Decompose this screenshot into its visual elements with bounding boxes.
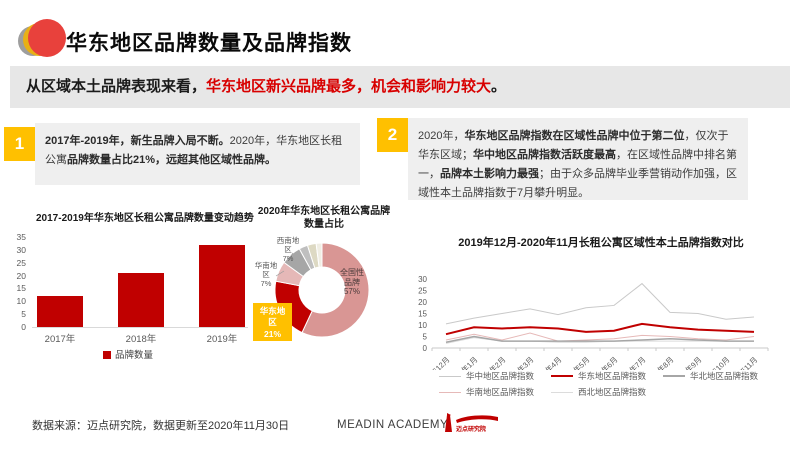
line-x-label: 2020年4月 (531, 354, 563, 370)
donut-chart-svg (274, 242, 370, 338)
note-1-text: 2017年-2019年，新生品牌入局不断。2020年，华东地区长租公寓品牌数量占… (35, 123, 360, 185)
pie-slice-全国性品牌 (301, 242, 370, 338)
bar-2018年 (118, 273, 164, 327)
line-y-tick: 30 (418, 275, 427, 284)
line-x-label: 2020年3月 (503, 354, 535, 370)
svg-text:迈点研究院: 迈点研究院 (456, 425, 486, 433)
line-y-tick: 5 (423, 333, 428, 342)
bar-x-label: 2017年 (44, 334, 76, 345)
bar-x-label: 2019年 (206, 334, 238, 345)
key-message-end: 。 (491, 78, 507, 95)
legend-item-华中地区品牌指数: 华中地区品牌指数 (439, 370, 551, 382)
meadin-logo-icon: 迈点研究院 (445, 413, 498, 433)
legend-line-icon (663, 375, 685, 377)
line-y-tick: 15 (418, 310, 427, 319)
legend-line-icon (439, 391, 461, 393)
line-x-label: 2020年1月 (447, 354, 479, 370)
legend-label: 华中地区品牌指数 (466, 371, 535, 381)
series-line-华南地区品牌指数 (445, 332, 755, 342)
pie-chart-title: 2020年华东地区长租公寓品牌数量占比 (257, 206, 391, 230)
pie-leader-huanan (275, 270, 285, 277)
circle-red-icon (28, 19, 66, 57)
key-message-red: 华东地区新兴品牌最多，机会和影响力较大 (206, 78, 492, 95)
bar-y-tick: 10 (16, 296, 26, 307)
bar-chart-axis-line (32, 327, 248, 328)
pie-label-national: 全国性 品牌 57% (340, 268, 364, 297)
pie-label-huanan: 华南地区 7% (254, 261, 278, 288)
line-chart: 2019年12月-2020年11月长租公寓区域性本土品牌指数对比 0 5 10 15 2… (405, 228, 797, 408)
note-2-segment: 华中地区品牌指数活跃度最高 (473, 148, 616, 161)
note-2-text: 2020年，华东地区品牌指数在区域性品牌中位于第二位，仅次于华东区域；华中地区品… (408, 118, 748, 200)
line-y-tick: 20 (418, 298, 427, 307)
bar-y-tick: 20 (16, 270, 26, 281)
pie-label-huadong-highlight: 华东地区 21% (253, 303, 292, 341)
note-2-segment: ，仅次于华东区域； (418, 130, 729, 161)
line-y-tick: 0 (423, 344, 428, 353)
line-y-tick: 25 (418, 287, 427, 296)
note-2-number: 2 (377, 118, 408, 152)
line-y-tick: 10 (418, 321, 427, 330)
bar-y-tick: 15 (16, 283, 26, 294)
note-2-segment: 2020年， (418, 130, 465, 142)
pie-slice-other (315, 242, 323, 268)
bar-chart-legend: 品牌数量 (8, 347, 248, 361)
legend-item-华东地区品牌指数: 华东地区品牌指数 (551, 370, 663, 382)
data-source-note: 数据来源：迈点研究院，数据更新至2020年11月30日 (32, 420, 290, 432)
key-message-bar: 从区域本土品牌表现来看，华东地区新兴品牌最多，机会和影响力较大。 (10, 66, 790, 108)
legend-line-icon (551, 375, 573, 377)
note-1-segment: 2020年，华东地区长租公寓 (45, 135, 343, 166)
line-x-label: 2020年5月 (559, 354, 591, 370)
bar-y-tick: 5 (21, 309, 26, 320)
bar-chart-title: 2017-2019年华东地区长租公寓品牌数量变动趋势 (36, 213, 254, 224)
bar-y-tick: 30 (16, 244, 26, 255)
bar-y-tick: 35 (16, 232, 26, 242)
line-x-label: 2019年12月 (416, 354, 451, 370)
pie-chart: 2020年华东地区长租公寓品牌数量占比 西南地区 7% 华南地区 7% 华东地区 21… (248, 204, 400, 372)
legend-item-华南地区品牌指数: 华南地区品牌指数 (439, 386, 551, 398)
legend-item-华北地区品牌指数: 华北地区品牌指数 (663, 370, 775, 382)
pie-leader-xinan (287, 252, 294, 261)
legend-label: 华北地区品牌指数 (690, 371, 759, 381)
series-line-华北地区品牌指数 (445, 335, 754, 343)
bar-x-label: 2018年 (125, 334, 157, 345)
line-chart-legend: 华中地区品牌指数 华东地区品牌指数 华北地区品牌指数华南地区品牌指数 西北地区品牌指数 (439, 370, 775, 398)
line-chart-svg: 0 5 10 15 20 25 30 2019年12月2020年1月2020年2月2020年3… (416, 275, 769, 370)
bar-legend-label: 品牌数量 (114, 350, 153, 361)
line-x-label: 2020年9月 (671, 354, 703, 370)
legend-line-icon (439, 375, 461, 377)
legend-line-icon (551, 391, 573, 393)
brand-logo (18, 18, 66, 60)
line-x-label: 2020年6月 (587, 354, 619, 370)
bar-2017年 (37, 296, 83, 327)
key-message-black: 从区域本土品牌表现来看， (26, 78, 207, 95)
bar-y-tick: 0 (21, 322, 26, 332)
note-2-segment: 品牌本土影响力最强 (440, 167, 539, 180)
note-1-number: 1 (4, 127, 35, 161)
line-chart-title: 2019年12月-2020年11月长租公寓区域性本土品牌指数对比 (458, 237, 744, 249)
series-line-华中地区品牌指数 (445, 282, 755, 325)
pie-label-xinan: 西南地区 7% (276, 236, 300, 263)
legend-label: 华东地区品牌指数 (578, 371, 647, 381)
legend-item-西北地区品牌指数: 西北地区品牌指数 (551, 386, 663, 398)
line-x-label: 2020年7月 (615, 354, 647, 370)
note-2-segment: 华东地区品牌指数在区域性品牌中位于第二位 (464, 130, 685, 142)
bar-chart: 2017-2019年华东地区长租公寓品牌数量变动趋势 品牌数量 0 5 10 15 20… (8, 205, 254, 373)
legend-label: 西北地区品牌指数 (578, 387, 647, 397)
note-1-segment: 2017年-2019年，新生品牌入局不断。 (45, 135, 230, 147)
line-x-label: 2020年2月 (475, 354, 507, 370)
note-2-segment: ，在区域性品牌中排名第一， (418, 148, 737, 180)
legend-label: 华南地区品牌指数 (466, 387, 535, 397)
note-2-segment: ；由于众多品牌毕业季营销动作加强，区域性本土品牌指数于7月攀升明显。 (418, 167, 737, 199)
note-1-segment: 品牌数量占比21%，远超其他区域性品牌。 (67, 153, 277, 166)
meadin-academy-label: MEADIN ACADEMY| (337, 419, 452, 431)
bar-y-tick: 25 (16, 257, 26, 268)
bar-2019年 (199, 244, 245, 327)
legend-swatch-icon (102, 351, 111, 359)
series-line-华东地区品牌指数 (445, 322, 755, 336)
line-x-axis (431, 347, 769, 351)
line-x-label: 2020年8月 (643, 354, 675, 370)
page-title: 华东地区品牌数量及品牌指数 (66, 32, 352, 55)
